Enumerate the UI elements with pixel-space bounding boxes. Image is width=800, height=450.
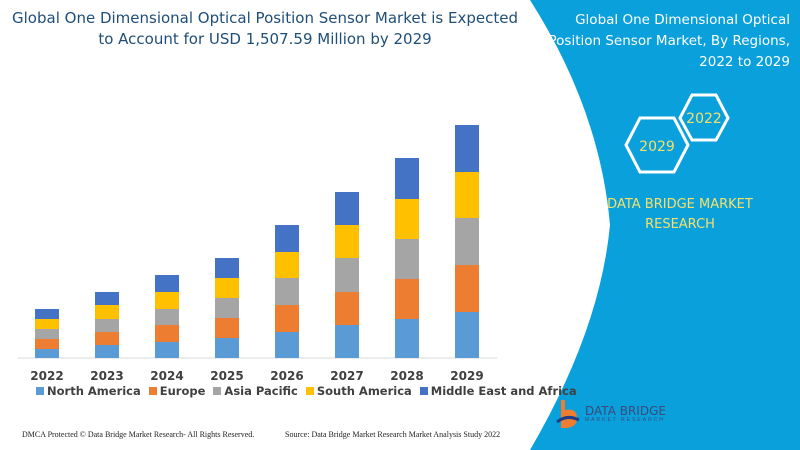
bar-segment-2029-middle-east-and-africa: [455, 125, 479, 172]
legend-item: South America: [305, 384, 412, 398]
bar-segment-2026-south-america: [275, 252, 299, 278]
bar-segment-2026-europe: [275, 305, 299, 332]
stacked-bar-chart: 2022 2023 2024 2025 2026 2027 2028 2029: [18, 125, 497, 380]
bar-segment-2024-north-america: [155, 342, 179, 358]
bar-segment-2022-north-america: [35, 349, 59, 358]
x-tick-label: 2022: [30, 369, 63, 380]
bar-segment-2028-europe: [395, 279, 419, 319]
logo-icon: [556, 400, 580, 428]
bar-segment-2023-europe: [95, 332, 119, 345]
bar-segment-2027-asia-pacific: [335, 258, 359, 292]
bar-segment-2022-europe: [35, 339, 59, 349]
x-tick-label: 2028: [390, 369, 423, 380]
bar-segment-2028-middle-east-and-africa: [395, 158, 419, 199]
bar-segment-2024-asia-pacific: [155, 309, 179, 325]
bar-segment-2029-europe: [455, 265, 479, 312]
legend-item: Asia Pacific: [213, 384, 298, 398]
bar-segment-2024-middle-east-and-africa: [155, 275, 179, 292]
legend-swatch: [36, 387, 44, 395]
bar-segment-2027-middle-east-and-africa: [335, 192, 359, 225]
legend-item: Middle East and Africa: [419, 384, 577, 398]
bar-segment-2022-south-america: [35, 319, 59, 329]
x-tick-label: 2025: [210, 369, 243, 380]
bar-segment-2023-middle-east-and-africa: [95, 292, 119, 305]
bar-segment-2024-south-america: [155, 292, 179, 309]
hexagon-2022: 2022: [678, 93, 730, 142]
bar-segment-2027-south-america: [335, 225, 359, 258]
legend-label: South America: [316, 384, 412, 398]
legend-label: North America: [47, 384, 141, 398]
x-tick-label: 2026: [270, 369, 303, 380]
x-tick-label: 2029: [450, 369, 483, 380]
bar-segment-2025-south-america: [215, 278, 239, 298]
bar-segment-2029-south-america: [455, 172, 479, 218]
bar-segment-2029-asia-pacific: [455, 218, 479, 265]
bar-segment-2025-asia-pacific: [215, 298, 239, 318]
x-tick-label: 2027: [330, 369, 363, 380]
hexagon-2029: 2029: [624, 116, 690, 174]
legend-swatch: [148, 387, 157, 395]
bar-segment-2025-middle-east-and-africa: [215, 258, 239, 278]
logo-text: DATA BRIDGE: [585, 404, 666, 418]
bar-segment-2025-europe: [215, 318, 239, 338]
blue-panel: [530, 0, 800, 450]
chart-title: Global One Dimensional Optical Position …: [12, 9, 518, 48]
legend-swatch: [419, 387, 428, 395]
x-tick-label: 2024: [150, 369, 183, 380]
legend-label: Europe: [159, 384, 206, 398]
hex-label-2022: 2022: [686, 111, 722, 127]
legend-label: Middle East and Africa: [430, 384, 577, 398]
x-tick-label: 2023: [90, 369, 123, 380]
legend: North America Europe Asia Pacific South Ame…: [36, 384, 577, 398]
bar-segment-2026-middle-east-and-africa: [275, 225, 299, 252]
bar-segment-2029-north-america: [455, 312, 479, 358]
legend-item: Europe: [148, 384, 206, 398]
legend-swatch: [213, 387, 222, 395]
bar-segment-2025-north-america: [215, 338, 239, 358]
bar-segment-2023-south-america: [95, 305, 119, 319]
bar-segment-2027-europe: [335, 292, 359, 325]
bar-segment-2028-south-america: [395, 199, 419, 239]
hex-label-2029: 2029: [639, 139, 675, 155]
source-footer: Source: Data Bridge Market Research Mark…: [285, 430, 501, 439]
copyright-footer: DMCA Protected © Data Bridge Market Rese…: [22, 430, 255, 439]
bar-segment-2027-north-america: [335, 325, 359, 358]
bar-segment-2028-north-america: [395, 319, 419, 358]
bar-segment-2022-asia-pacific: [35, 329, 59, 339]
brand-text: DATA BRIDGE MARKET RESEARCH: [607, 197, 753, 232]
logo: DATA BRIDGE MARKET RESEARCH: [555, 398, 666, 430]
bar-segment-2022-middle-east-and-africa: [35, 309, 59, 319]
bar-segment-2023-north-america: [95, 345, 119, 358]
bar-segment-2023-asia-pacific: [95, 319, 119, 332]
side-title: Global One Dimensional Optical Position …: [548, 12, 791, 70]
legend-label: Asia Pacific: [224, 384, 298, 398]
bar-segment-2024-europe: [155, 325, 179, 342]
bar-segment-2028-asia-pacific: [395, 239, 419, 279]
legend-swatch: [305, 387, 314, 395]
legend-item: North America: [36, 384, 141, 398]
logo-subtext: MARKET RESEARCH: [585, 417, 665, 423]
bar-segment-2026-asia-pacific: [275, 278, 299, 305]
bar-segment-2026-north-america: [275, 332, 299, 358]
